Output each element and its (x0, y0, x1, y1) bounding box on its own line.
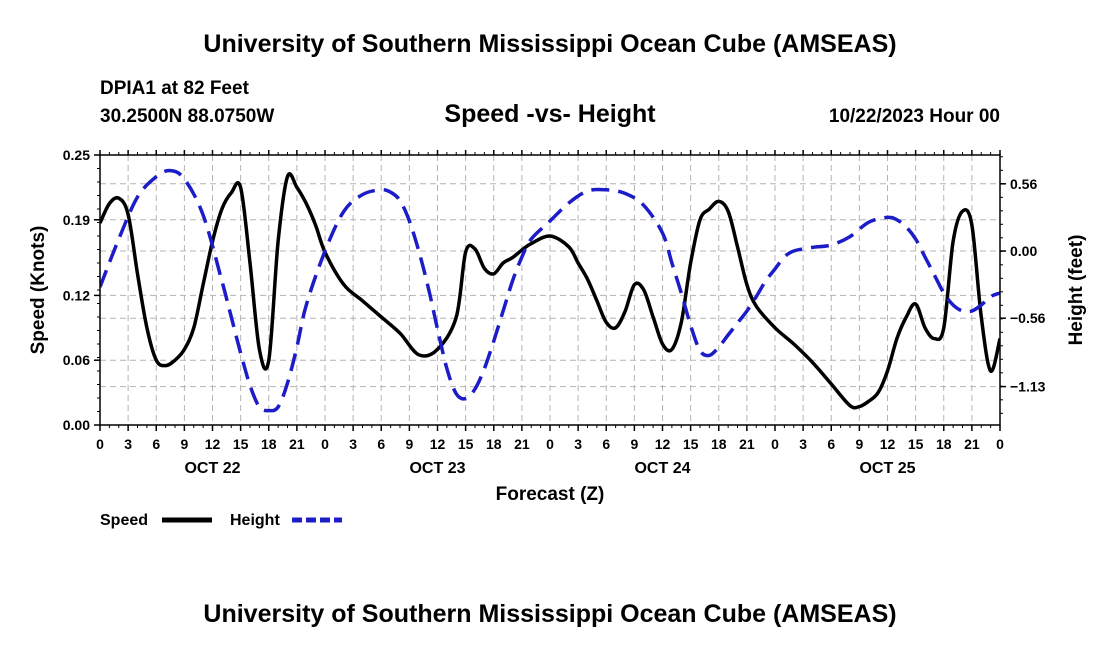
y-tick-label: 0.19 (63, 212, 90, 228)
y-axis-ticks: 0.00 0.06 0.12 0.19 0.25 (63, 147, 100, 433)
y2-tick-label: −1.13 (1010, 379, 1046, 395)
x-tick-label: 12 (880, 436, 896, 452)
x-tick-label: 15 (233, 436, 249, 452)
grid-lines (100, 155, 1000, 425)
x-tick-label: 3 (799, 436, 807, 452)
forecast-datetime: 10/22/2023 Hour 00 (828, 106, 1000, 127)
y2-tick-label: −0.56 (1010, 310, 1046, 326)
legend-label-height: Height (230, 512, 280, 529)
series-line-height (100, 168, 1000, 413)
x-axis-title: Forecast (Z) (496, 484, 605, 505)
x-tick-label: 0 (996, 436, 1004, 452)
series-line-speed (100, 172, 1000, 410)
date-label: OCT 25 (859, 460, 915, 477)
x-tick-label: 3 (574, 436, 582, 452)
station-coordinates: 30.2500N 88.0750W (100, 106, 275, 127)
x-tick-label: 6 (827, 436, 835, 452)
x-tick-label: 21 (289, 436, 305, 452)
x-axis-ticks: 0 3 6 9 12 15 18 21 0 3 6 9 12 15 18 21 0 3 6 9 12 15 18 21 0 3 6 9… (96, 150, 1004, 452)
y2-tick-label: 0.56 (1010, 176, 1037, 192)
y-tick-label: 0.00 (63, 417, 90, 433)
x-tick-label: 12 (655, 436, 671, 452)
date-label: OCT 24 (634, 460, 690, 477)
x-tick-label: 21 (964, 436, 980, 452)
legend: Speed Height (100, 512, 342, 529)
x-tick-label: 18 (261, 436, 277, 452)
x-tick-label: 12 (430, 436, 446, 452)
date-label: OCT 22 (184, 460, 240, 477)
x-tick-label: 21 (739, 436, 755, 452)
y2-axis-title: Height (feet) (1066, 235, 1087, 346)
series-layer (100, 168, 1000, 413)
x-tick-label: 15 (908, 436, 924, 452)
x-tick-label: 12 (205, 436, 221, 452)
footer-title: University of Southern Mississippi Ocean… (203, 600, 897, 628)
x-tick-label: 9 (855, 436, 863, 452)
y-tick-label: 0.12 (63, 287, 90, 303)
date-labels: OCT 22 OCT 23 OCT 24 OCT 25 (184, 460, 915, 477)
y2-tick-label: 0.00 (1010, 243, 1037, 259)
x-tick-label: 9 (180, 436, 188, 452)
x-tick-label: 21 (514, 436, 530, 452)
y-tick-label: 0.06 (63, 352, 90, 368)
x-tick-label: 0 (546, 436, 554, 452)
x-tick-label: 18 (711, 436, 727, 452)
legend-label-speed: Speed (100, 512, 148, 529)
station-label: DPIA1 at 82 Feet (100, 78, 249, 99)
x-tick-label: 9 (630, 436, 638, 452)
x-tick-label: 3 (124, 436, 132, 452)
date-label: OCT 23 (409, 460, 465, 477)
x-tick-label: 6 (152, 436, 160, 452)
x-tick-label: 9 (405, 436, 413, 452)
chart-title: University of Southern Mississippi Ocean… (203, 30, 897, 58)
x-tick-label: 0 (321, 436, 329, 452)
y-tick-label: 0.25 (63, 147, 90, 163)
x-tick-label: 15 (458, 436, 474, 452)
x-tick-label: 0 (771, 436, 779, 452)
x-tick-label: 15 (683, 436, 699, 452)
chart-subtitle: Speed -vs- Height (444, 100, 656, 128)
y-axis-title: Speed (Knots) (28, 226, 49, 355)
x-tick-label: 6 (377, 436, 385, 452)
x-tick-label: 3 (349, 436, 357, 452)
x-tick-label: 6 (602, 436, 610, 452)
x-tick-label: 0 (96, 436, 104, 452)
x-tick-label: 18 (936, 436, 952, 452)
x-tick-label: 18 (486, 436, 502, 452)
y2-axis-ticks: 0.56 0.00 −0.56 −1.13 (1000, 176, 1046, 395)
